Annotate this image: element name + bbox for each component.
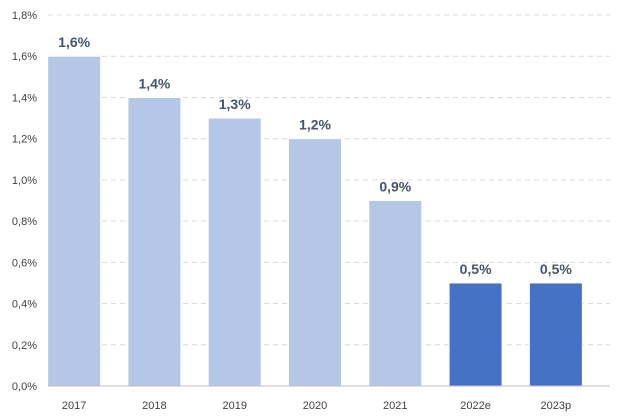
data-label: 1,2% (299, 117, 331, 133)
x-tick-label: 2023p (541, 400, 572, 412)
x-tick-label: 2019 (222, 400, 246, 412)
x-axis-tick-labels: 2017 2018 2019 2020 2021 2022e 2023p (62, 400, 571, 412)
bar-2019 (207, 117, 262, 387)
y-tick-label: 0,6% (12, 257, 37, 269)
data-labels: 1,6% 1,4% 1,3% 1,2% 0,9% 0,5% 0,5% (58, 34, 572, 277)
y-tick-label: 1,4% (12, 92, 37, 104)
x-tick-label: 2020 (303, 400, 327, 412)
x-tick-label: 2018 (142, 400, 166, 412)
bar-2021 (368, 200, 423, 387)
y-tick-label: 0,0% (12, 381, 37, 393)
y-tick-label: 1,0% (12, 175, 37, 187)
data-label: 1,6% (58, 34, 90, 50)
bar-2020 (288, 138, 342, 387)
bar-2022e (448, 282, 503, 387)
bar-2018 (127, 96, 182, 387)
x-tick-label: 2017 (62, 400, 86, 412)
bars (47, 55, 583, 387)
y-tick-label: 1,8% (12, 10, 37, 22)
bar-2023p (528, 282, 583, 387)
y-tick-label: 0,4% (12, 299, 37, 311)
x-tick-label: 2022e (460, 400, 491, 412)
y-tick-label: 0,8% (12, 216, 37, 228)
data-label: 0,9% (379, 179, 411, 195)
y-tick-label: 0,2% (12, 340, 37, 352)
data-label: 0,5% (460, 261, 492, 277)
bar-2017 (47, 55, 102, 387)
data-label: 0,5% (540, 261, 572, 277)
data-label: 1,4% (138, 75, 170, 91)
x-tick-label: 2021 (383, 400, 407, 412)
y-tick-label: 1,6% (12, 51, 37, 63)
data-label: 1,3% (219, 96, 251, 112)
y-tick-label: 1,2% (12, 134, 37, 146)
y-axis-tick-labels: 0,0% 0,2% 0,4% 0,6% 0,8% 1,0% 1,2% 1,4% 1,6% 1,8% (12, 10, 37, 393)
